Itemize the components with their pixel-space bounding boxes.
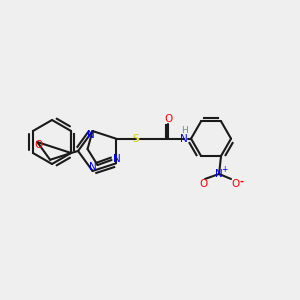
- Text: N: N: [89, 162, 96, 172]
- Text: O: O: [34, 140, 42, 150]
- Text: S: S: [133, 134, 140, 144]
- Text: N: N: [215, 169, 223, 179]
- Text: O: O: [199, 179, 207, 189]
- Text: H: H: [181, 126, 188, 135]
- Text: N: N: [113, 154, 121, 164]
- Text: +: +: [221, 166, 227, 175]
- Text: N: N: [180, 134, 188, 144]
- Text: O: O: [164, 114, 172, 124]
- Text: O: O: [231, 179, 239, 189]
- Text: N: N: [87, 130, 94, 140]
- Text: -: -: [239, 177, 243, 187]
